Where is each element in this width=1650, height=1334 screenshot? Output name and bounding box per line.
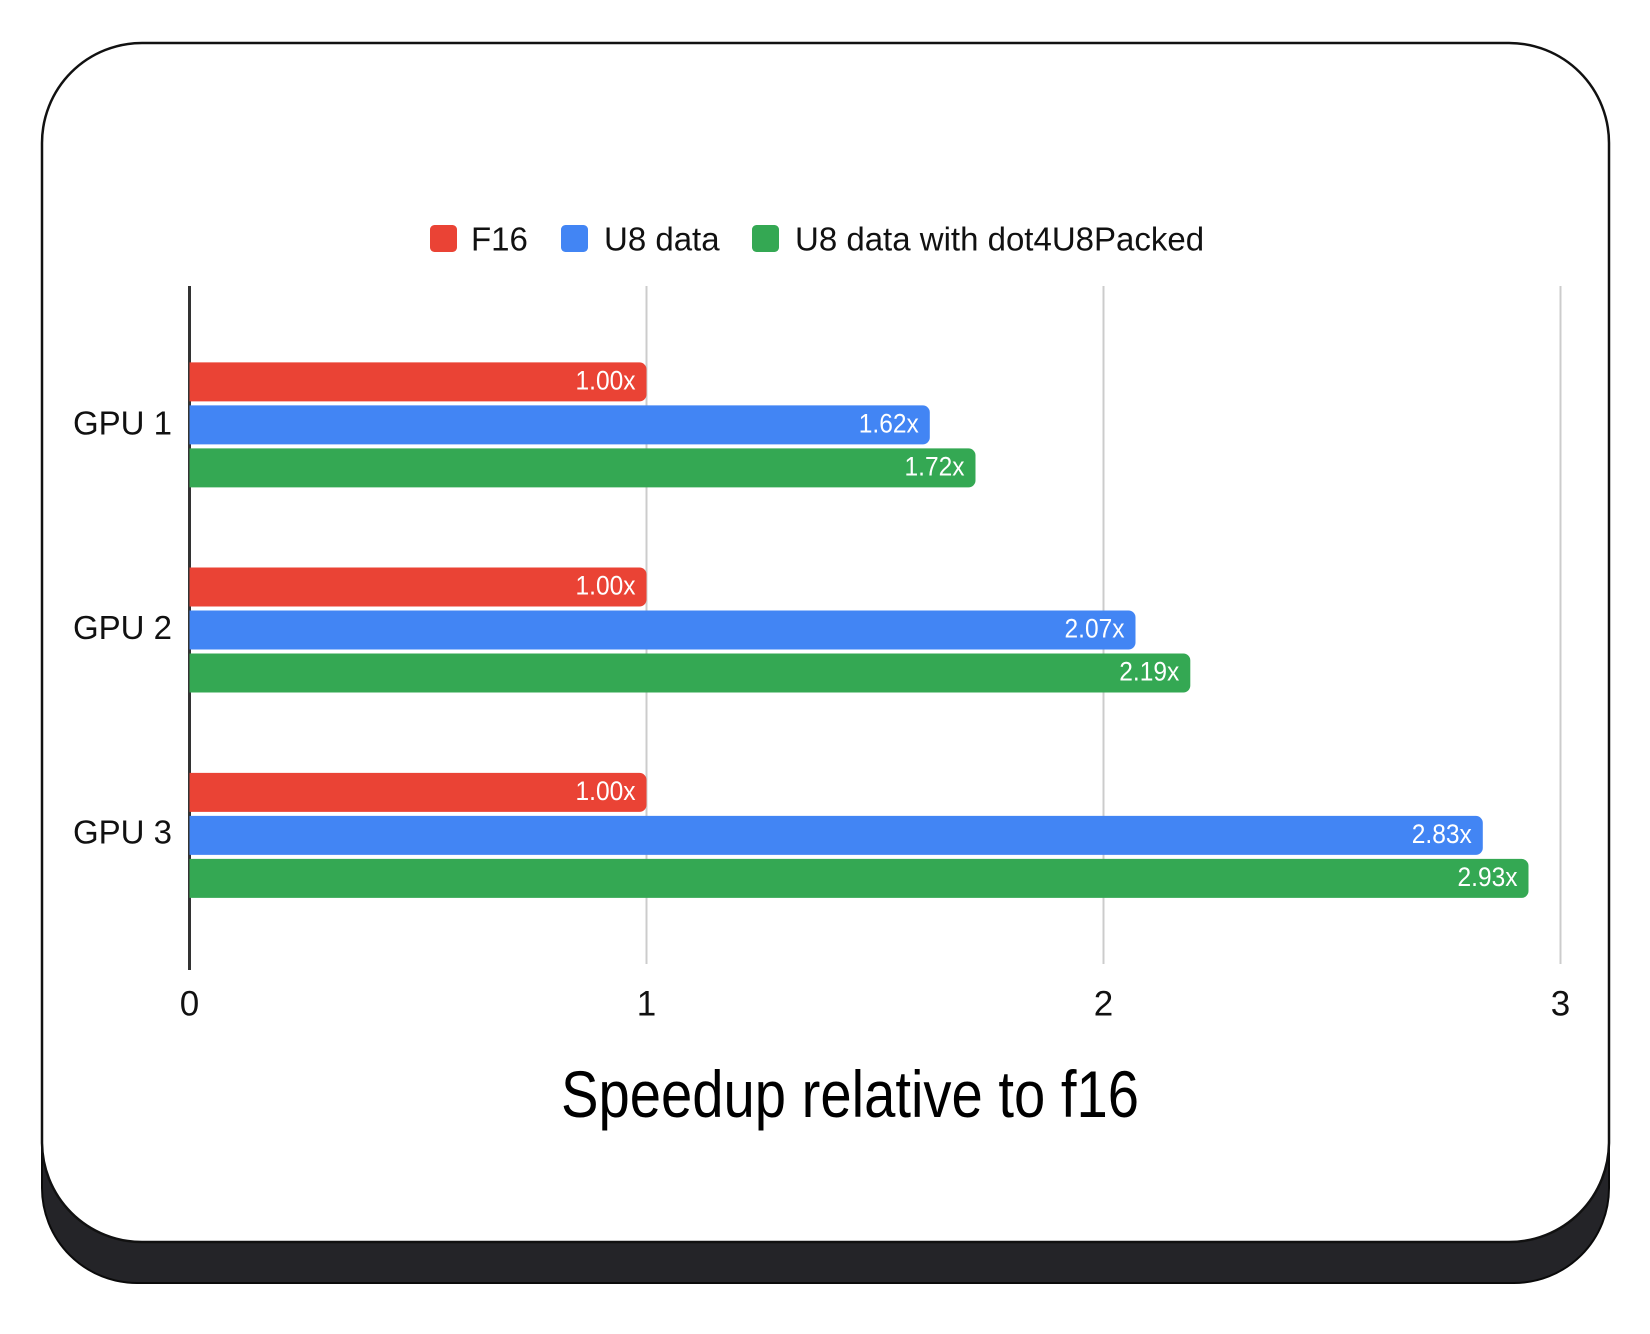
svg-text:1.00x: 1.00x — [576, 365, 636, 395]
svg-text:U8 data with dot4U8Packed: U8 data with dot4U8Packed — [795, 221, 1204, 258]
svg-text:2: 2 — [1094, 985, 1113, 1024]
svg-text:0: 0 — [180, 985, 199, 1024]
svg-text:GPU 3: GPU 3 — [73, 813, 172, 850]
svg-text:1.62x: 1.62x — [859, 408, 919, 438]
svg-text:2.07x: 2.07x — [1065, 614, 1125, 644]
svg-text:2.83x: 2.83x — [1412, 819, 1472, 849]
svg-text:GPU 1: GPU 1 — [73, 405, 172, 442]
svg-text:F16: F16 — [471, 221, 528, 258]
svg-text:1: 1 — [637, 985, 656, 1024]
svg-text:2.93x: 2.93x — [1458, 862, 1518, 892]
svg-text:1.00x: 1.00x — [576, 776, 636, 806]
svg-text:3: 3 — [1551, 985, 1570, 1024]
svg-text:2.19x: 2.19x — [1119, 657, 1179, 687]
svg-text:GPU 2: GPU 2 — [73, 609, 172, 646]
svg-text:1.72x: 1.72x — [905, 451, 965, 481]
svg-text:Speedup relative to f16: Speedup relative to f16 — [561, 1057, 1139, 1131]
svg-text:1.00x: 1.00x — [576, 571, 636, 601]
svg-text:U8 data: U8 data — [604, 221, 720, 258]
